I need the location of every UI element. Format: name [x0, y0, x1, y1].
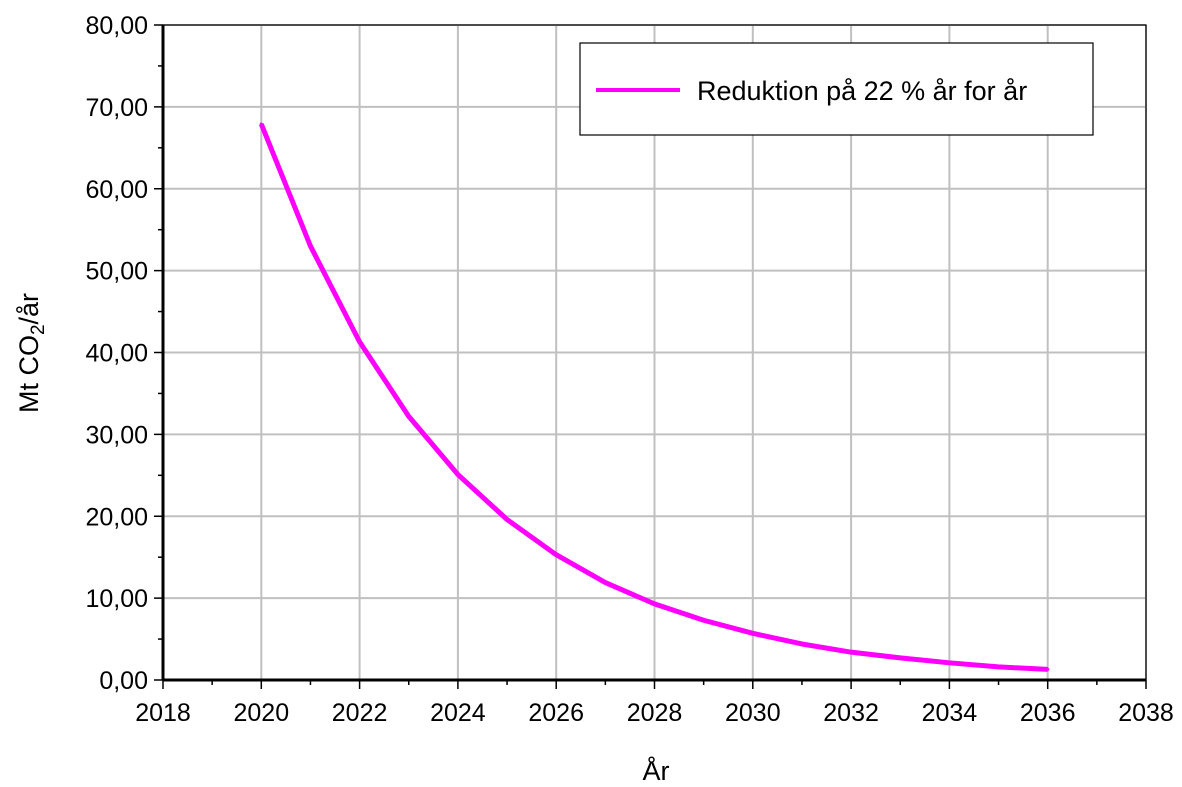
- data-point: [308, 244, 313, 248]
- data-point: [407, 414, 411, 418]
- y-tick-label: 40,00: [85, 340, 148, 368]
- x-tick-label: 2028: [627, 699, 683, 727]
- legend: Reduktion på 22 % år for år: [579, 42, 1094, 136]
- data-point: [800, 642, 804, 646]
- y-tick-label: 20,00: [85, 503, 148, 531]
- x-tick-label: 2030: [725, 699, 781, 727]
- data-point: [603, 580, 607, 585]
- y-tick-label: 0,00: [99, 667, 148, 695]
- data-point: [1046, 667, 1050, 671]
- x-axis-title: År: [643, 755, 670, 786]
- data-point: [947, 661, 952, 665]
- x-tick-label: 2026: [528, 699, 584, 727]
- data-point: [702, 618, 706, 622]
- data-point: [849, 650, 853, 654]
- data-point: [358, 340, 362, 344]
- data-point: [259, 122, 263, 126]
- legend-label: Reduktion på 22 % år for år: [697, 76, 1027, 106]
- y-axis-ticks: 0,00 10,00 20,00 30,00 40,00 50,00 60,00 70,00 8…: [85, 12, 163, 695]
- y-tick-label: 50,00: [85, 258, 148, 286]
- x-tick-label: 2036: [1020, 699, 1076, 727]
- x-tick-label: 2034: [922, 699, 978, 727]
- y-tick-label: 80,00: [85, 12, 148, 40]
- y-axis-title-subscript: 2: [28, 324, 49, 335]
- data-point: [554, 553, 558, 557]
- data-point: [456, 472, 460, 477]
- y-tick-label: 10,00: [85, 585, 148, 613]
- x-tick-label: 2032: [823, 699, 879, 727]
- data-point: [898, 656, 902, 660]
- y-tick-label: 30,00: [85, 421, 148, 449]
- data-point: [996, 665, 1001, 669]
- data-point: [652, 602, 657, 606]
- data-point: [505, 517, 509, 522]
- y-axis-title-tail: /år: [14, 293, 44, 325]
- data-point: [751, 631, 755, 635]
- series-layer: [258, 122, 1050, 672]
- x-axis-ticks: 2018 2020 2022 2024 2026 2028 2030 2032 2034 2036…: [135, 680, 1174, 727]
- x-tick-label: 2024: [430, 699, 486, 727]
- y-tick-label: 70,00: [85, 94, 148, 122]
- y-axis-title-main: Mt CO: [14, 335, 44, 413]
- y-axis-title: Mt CO2/år: [14, 293, 49, 413]
- x-tick-label: 2018: [135, 699, 191, 727]
- x-tick-label: 2022: [332, 699, 388, 727]
- x-tick-label: 2038: [1118, 699, 1174, 727]
- y-tick-label: 60,00: [85, 176, 148, 204]
- x-tick-label: 2020: [233, 699, 289, 727]
